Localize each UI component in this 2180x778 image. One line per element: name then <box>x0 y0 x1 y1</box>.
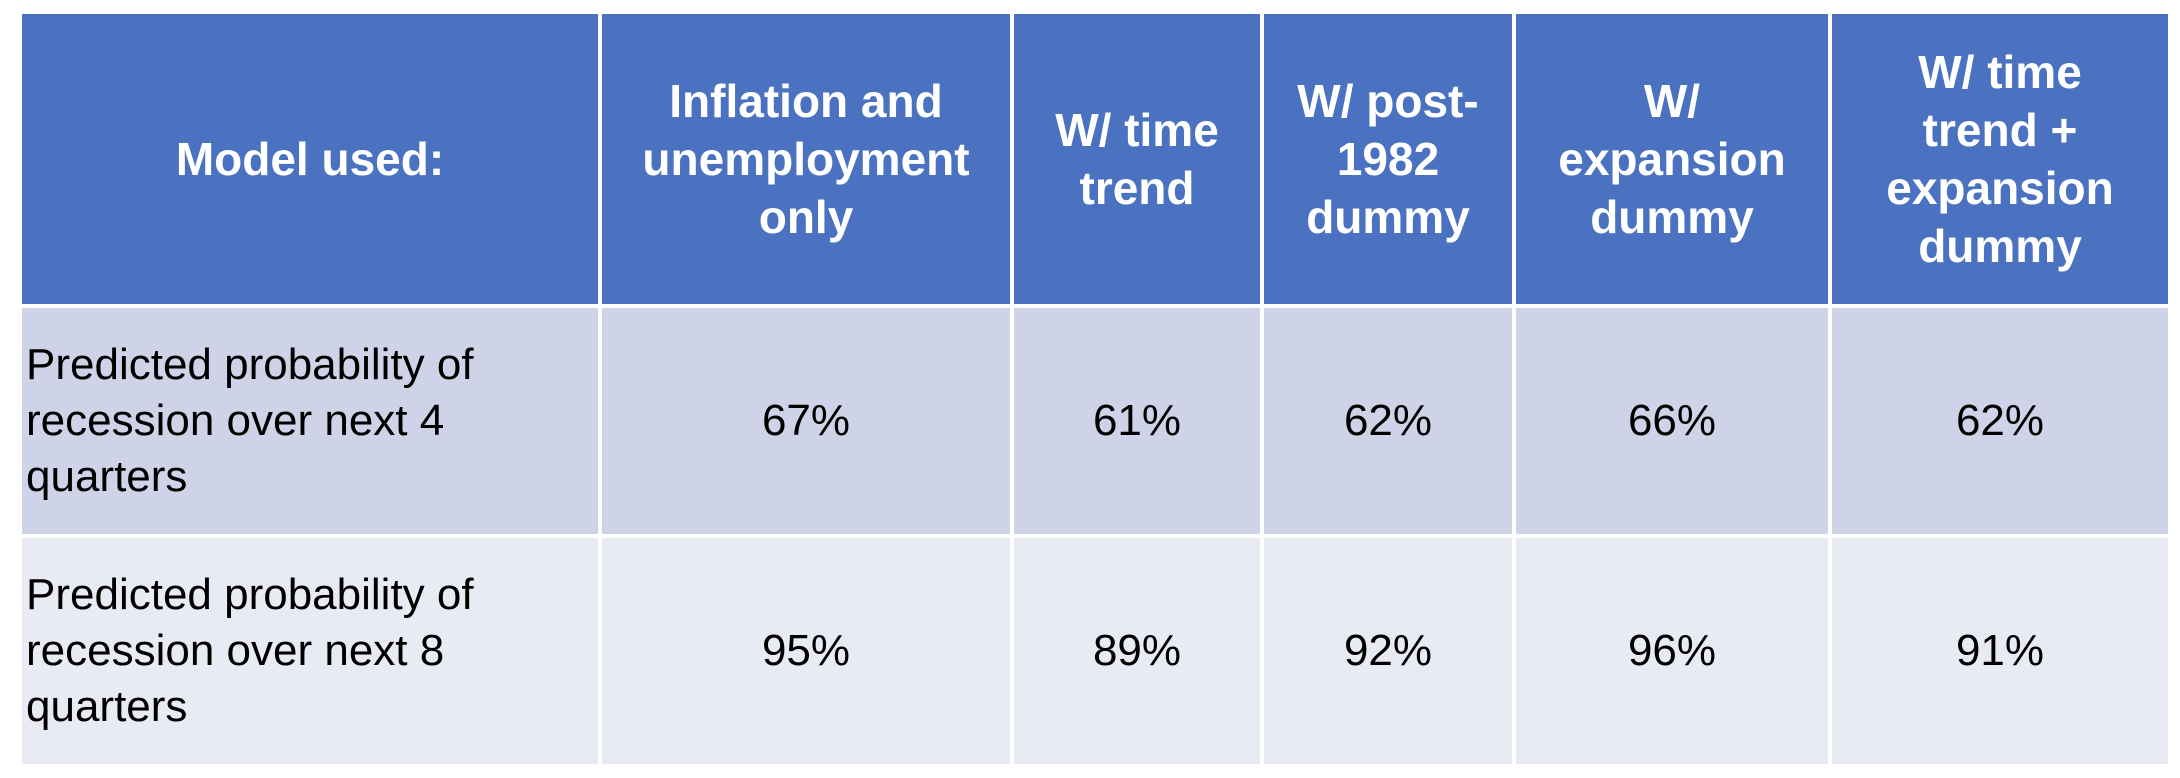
header-text: W/ time trend <box>1055 104 1219 214</box>
table-row-4-quarters: Predicted probability of recession over … <box>18 304 2172 538</box>
header-text: W/ post- 1982 dummy <box>1297 75 1479 243</box>
probability-table-container: Model used: Inflation and unemployment o… <box>18 10 2172 768</box>
value-cell: 62% <box>1828 304 2172 538</box>
header-cell-post-1982-dummy: W/ post- 1982 dummy <box>1260 10 1516 308</box>
header-cell-model-used: Model used: <box>18 10 602 308</box>
value-cell: 89% <box>1010 534 1264 768</box>
header-cell-inflation-unemployment: Inflation and unemployment only <box>598 10 1014 308</box>
header-text: Inflation and unemployment only <box>642 75 970 243</box>
recession-probability-table: Model used: Inflation and unemployment o… <box>18 10 2172 768</box>
header-text: W/ expansion dummy <box>1558 75 1786 243</box>
row-label-cell: Predicted probability of recession over … <box>18 304 602 538</box>
header-cell-time-trend-expansion-dummy: W/ time trend + expansion dummy <box>1828 10 2172 308</box>
value-cell: 61% <box>1010 304 1264 538</box>
table-row-8-quarters: Predicted probability of recession over … <box>18 534 2172 768</box>
value-cell: 66% <box>1512 304 1832 538</box>
value-cell: 67% <box>598 304 1014 538</box>
header-text: Model used: <box>175 133 445 185</box>
row-label: Predicted probability of recession over … <box>26 570 474 731</box>
row-label-cell: Predicted probability of recession over … <box>18 534 602 768</box>
value-cell: 96% <box>1512 534 1832 768</box>
value-cell: 91% <box>1828 534 2172 768</box>
row-label: Predicted probability of recession over … <box>26 340 474 501</box>
value-cell: 92% <box>1260 534 1516 768</box>
header-cell-expansion-dummy: W/ expansion dummy <box>1512 10 1832 308</box>
value-cell: 62% <box>1260 304 1516 538</box>
header-text: W/ time trend + expansion dummy <box>1886 46 2114 272</box>
header-row: Model used: Inflation and unemployment o… <box>18 10 2172 308</box>
header-cell-time-trend: W/ time trend <box>1010 10 1264 308</box>
value-cell: 95% <box>598 534 1014 768</box>
